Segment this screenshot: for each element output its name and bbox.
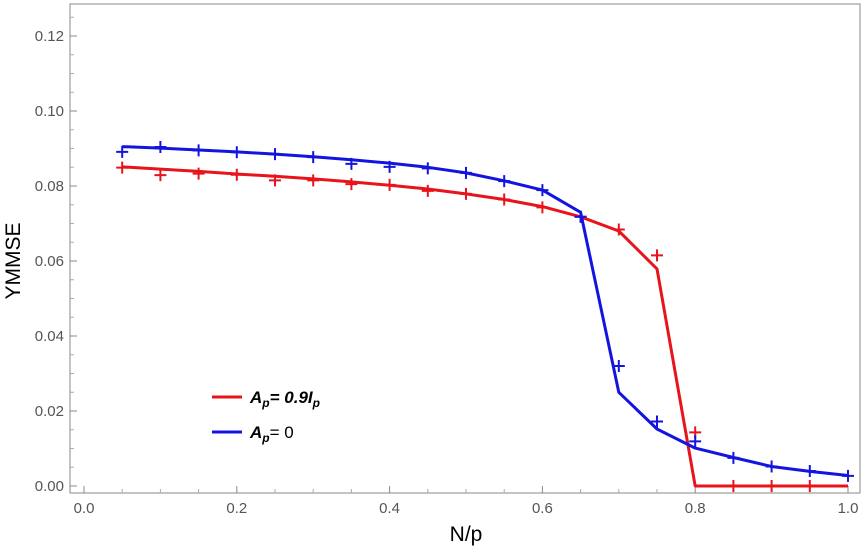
marker-blue: [460, 166, 472, 179]
marker-red: [230, 168, 243, 181]
y-axis-title: YMMSE: [2, 222, 25, 299]
y-tick-label: 0.08: [35, 178, 64, 195]
y-tick-label: 0.00: [35, 478, 64, 495]
marker-blue: [803, 465, 816, 477]
y-tick-label: 0.04: [35, 328, 64, 345]
marker-red: [498, 193, 511, 206]
marker-blue: [689, 435, 702, 448]
marker-blue: [192, 144, 205, 157]
marker-red: [765, 480, 778, 492]
series-layer: [116, 141, 854, 492]
marker-blue: [154, 141, 167, 153]
marker-red: [383, 178, 396, 191]
legend-label-blue: Ap= 0: [249, 423, 294, 445]
marker-red: [345, 178, 358, 191]
marker-blue: [230, 146, 243, 159]
marker-blue: [536, 184, 549, 197]
series-line-red: [122, 165, 848, 488]
legend: Ap= 0.9Ip Ap= 0: [212, 388, 320, 445]
plot-frame: [69, 3, 861, 494]
marker-red: [116, 161, 129, 174]
y-tick-label: 0.12: [35, 28, 64, 45]
x-tick-label: 0.0: [74, 500, 95, 517]
legend-label-red: Ap= 0.9Ip: [249, 388, 320, 410]
marker-blue: [727, 451, 740, 464]
marker-blue: [269, 148, 281, 161]
marker-red: [460, 187, 472, 200]
marker-blue: [651, 415, 663, 428]
marker-blue: [345, 157, 358, 170]
marker-blue: [765, 460, 778, 473]
marker-blue: [116, 145, 129, 158]
marker-blue: [612, 360, 625, 372]
marker-red: [307, 174, 320, 187]
marker-red: [192, 167, 205, 180]
x-tick-label: 0.4: [379, 500, 400, 517]
marker-blue: [307, 151, 320, 164]
x-tick-label: 1.0: [838, 500, 859, 517]
x-tick-label: 0.2: [226, 500, 247, 517]
y-tick-label: 0.06: [35, 253, 64, 270]
y-tick-label: 0.10: [35, 103, 64, 120]
series-line-blue: [122, 145, 849, 477]
x-tick-label: 0.6: [532, 500, 553, 517]
x-axis-title: N/p: [450, 523, 483, 546]
marker-blue: [842, 469, 854, 482]
marker-blue: [383, 160, 396, 173]
marker-red: [421, 184, 434, 197]
marker-red: [727, 480, 740, 492]
marker-blue: [574, 210, 587, 223]
plot-border: [69, 3, 861, 494]
x-tick-label: 0.8: [685, 500, 706, 517]
marker-red: [651, 249, 663, 262]
marker-red: [612, 223, 625, 236]
marker-blue: [498, 175, 511, 188]
marker-red: [536, 201, 549, 214]
marker-blue: [421, 162, 434, 175]
y-axis-ticks: 0.00 0.02 0.04 0.06 0.08 0.10 0.12: [35, 16, 77, 495]
marker-red: [154, 169, 167, 182]
x-axis-ticks: 0.0 0.2 0.4 0.6 0.8 1.0: [74, 486, 859, 517]
marker-red: [803, 480, 816, 492]
y-tick-label: 0.02: [35, 403, 64, 420]
marker-red: [269, 174, 281, 187]
